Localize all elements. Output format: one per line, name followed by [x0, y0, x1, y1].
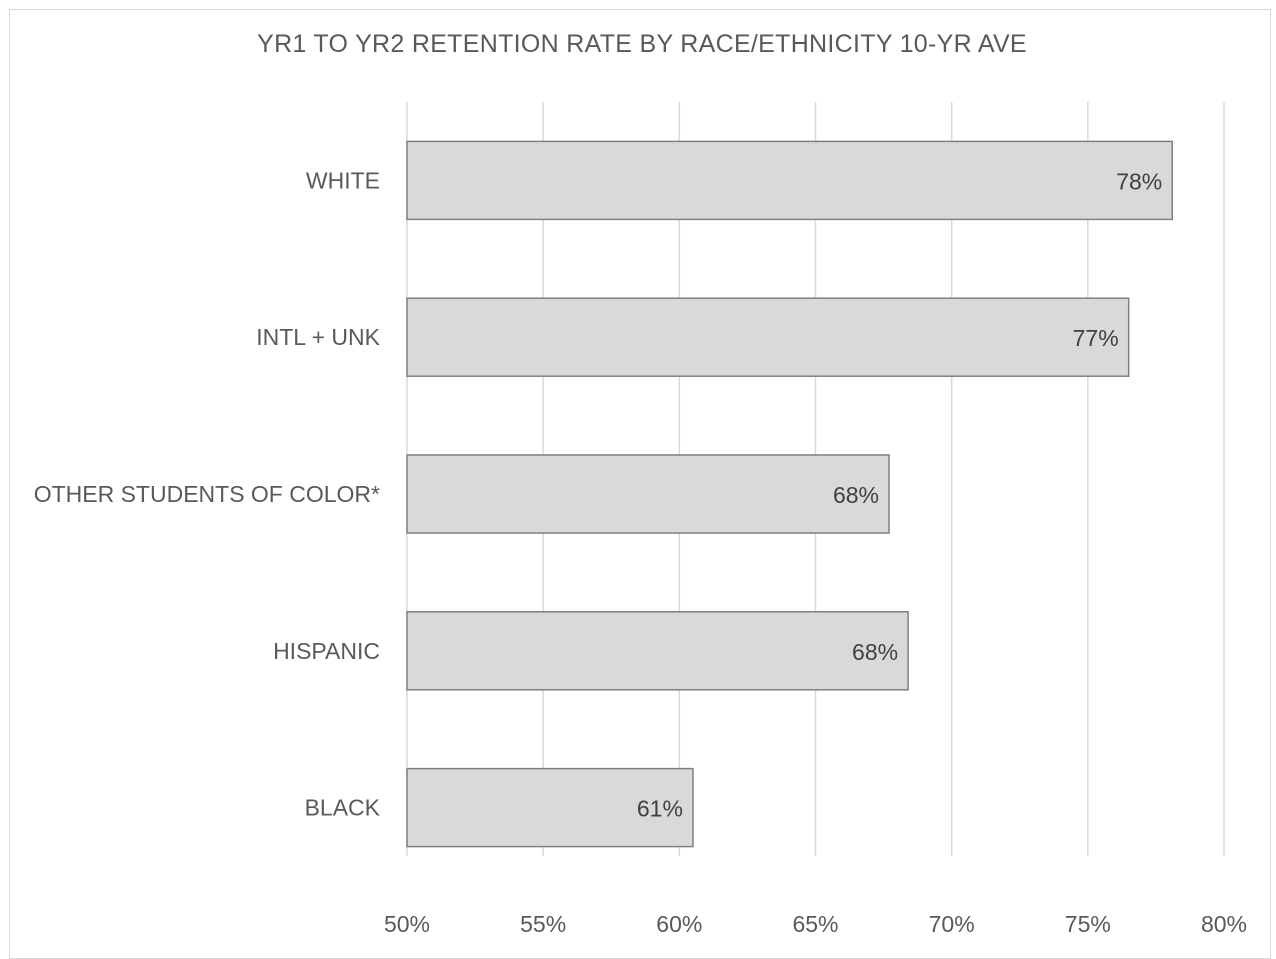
x-tick-label: 80% — [1201, 911, 1247, 937]
category-label: HISPANIC — [273, 638, 380, 664]
x-tick-label: 70% — [929, 911, 975, 937]
bar — [406, 297, 1130, 377]
bar — [406, 454, 890, 534]
data-label: 68% — [833, 482, 879, 508]
category-label: OTHER STUDENTS OF COLOR* — [34, 481, 380, 507]
bar — [406, 767, 694, 848]
bar — [406, 611, 909, 691]
x-tick-label: 50% — [384, 911, 430, 937]
chart-title: YR1 TO YR2 RETENTION RATE BY RACE/ETHNIC… — [257, 30, 1027, 58]
x-tick-label: 60% — [656, 911, 702, 937]
category-label: INTL + UNK — [256, 324, 380, 350]
x-tick-label: 65% — [792, 911, 838, 937]
category-label: WHITE — [306, 167, 380, 193]
bar — [406, 140, 1174, 221]
data-label: 77% — [1073, 325, 1119, 351]
data-label: 61% — [637, 796, 683, 822]
x-tick-label: 55% — [520, 911, 566, 937]
data-label: 78% — [1116, 168, 1162, 194]
data-label: 68% — [852, 639, 898, 665]
category-label: BLACK — [305, 795, 381, 821]
x-tick-label: 75% — [1065, 911, 1111, 937]
